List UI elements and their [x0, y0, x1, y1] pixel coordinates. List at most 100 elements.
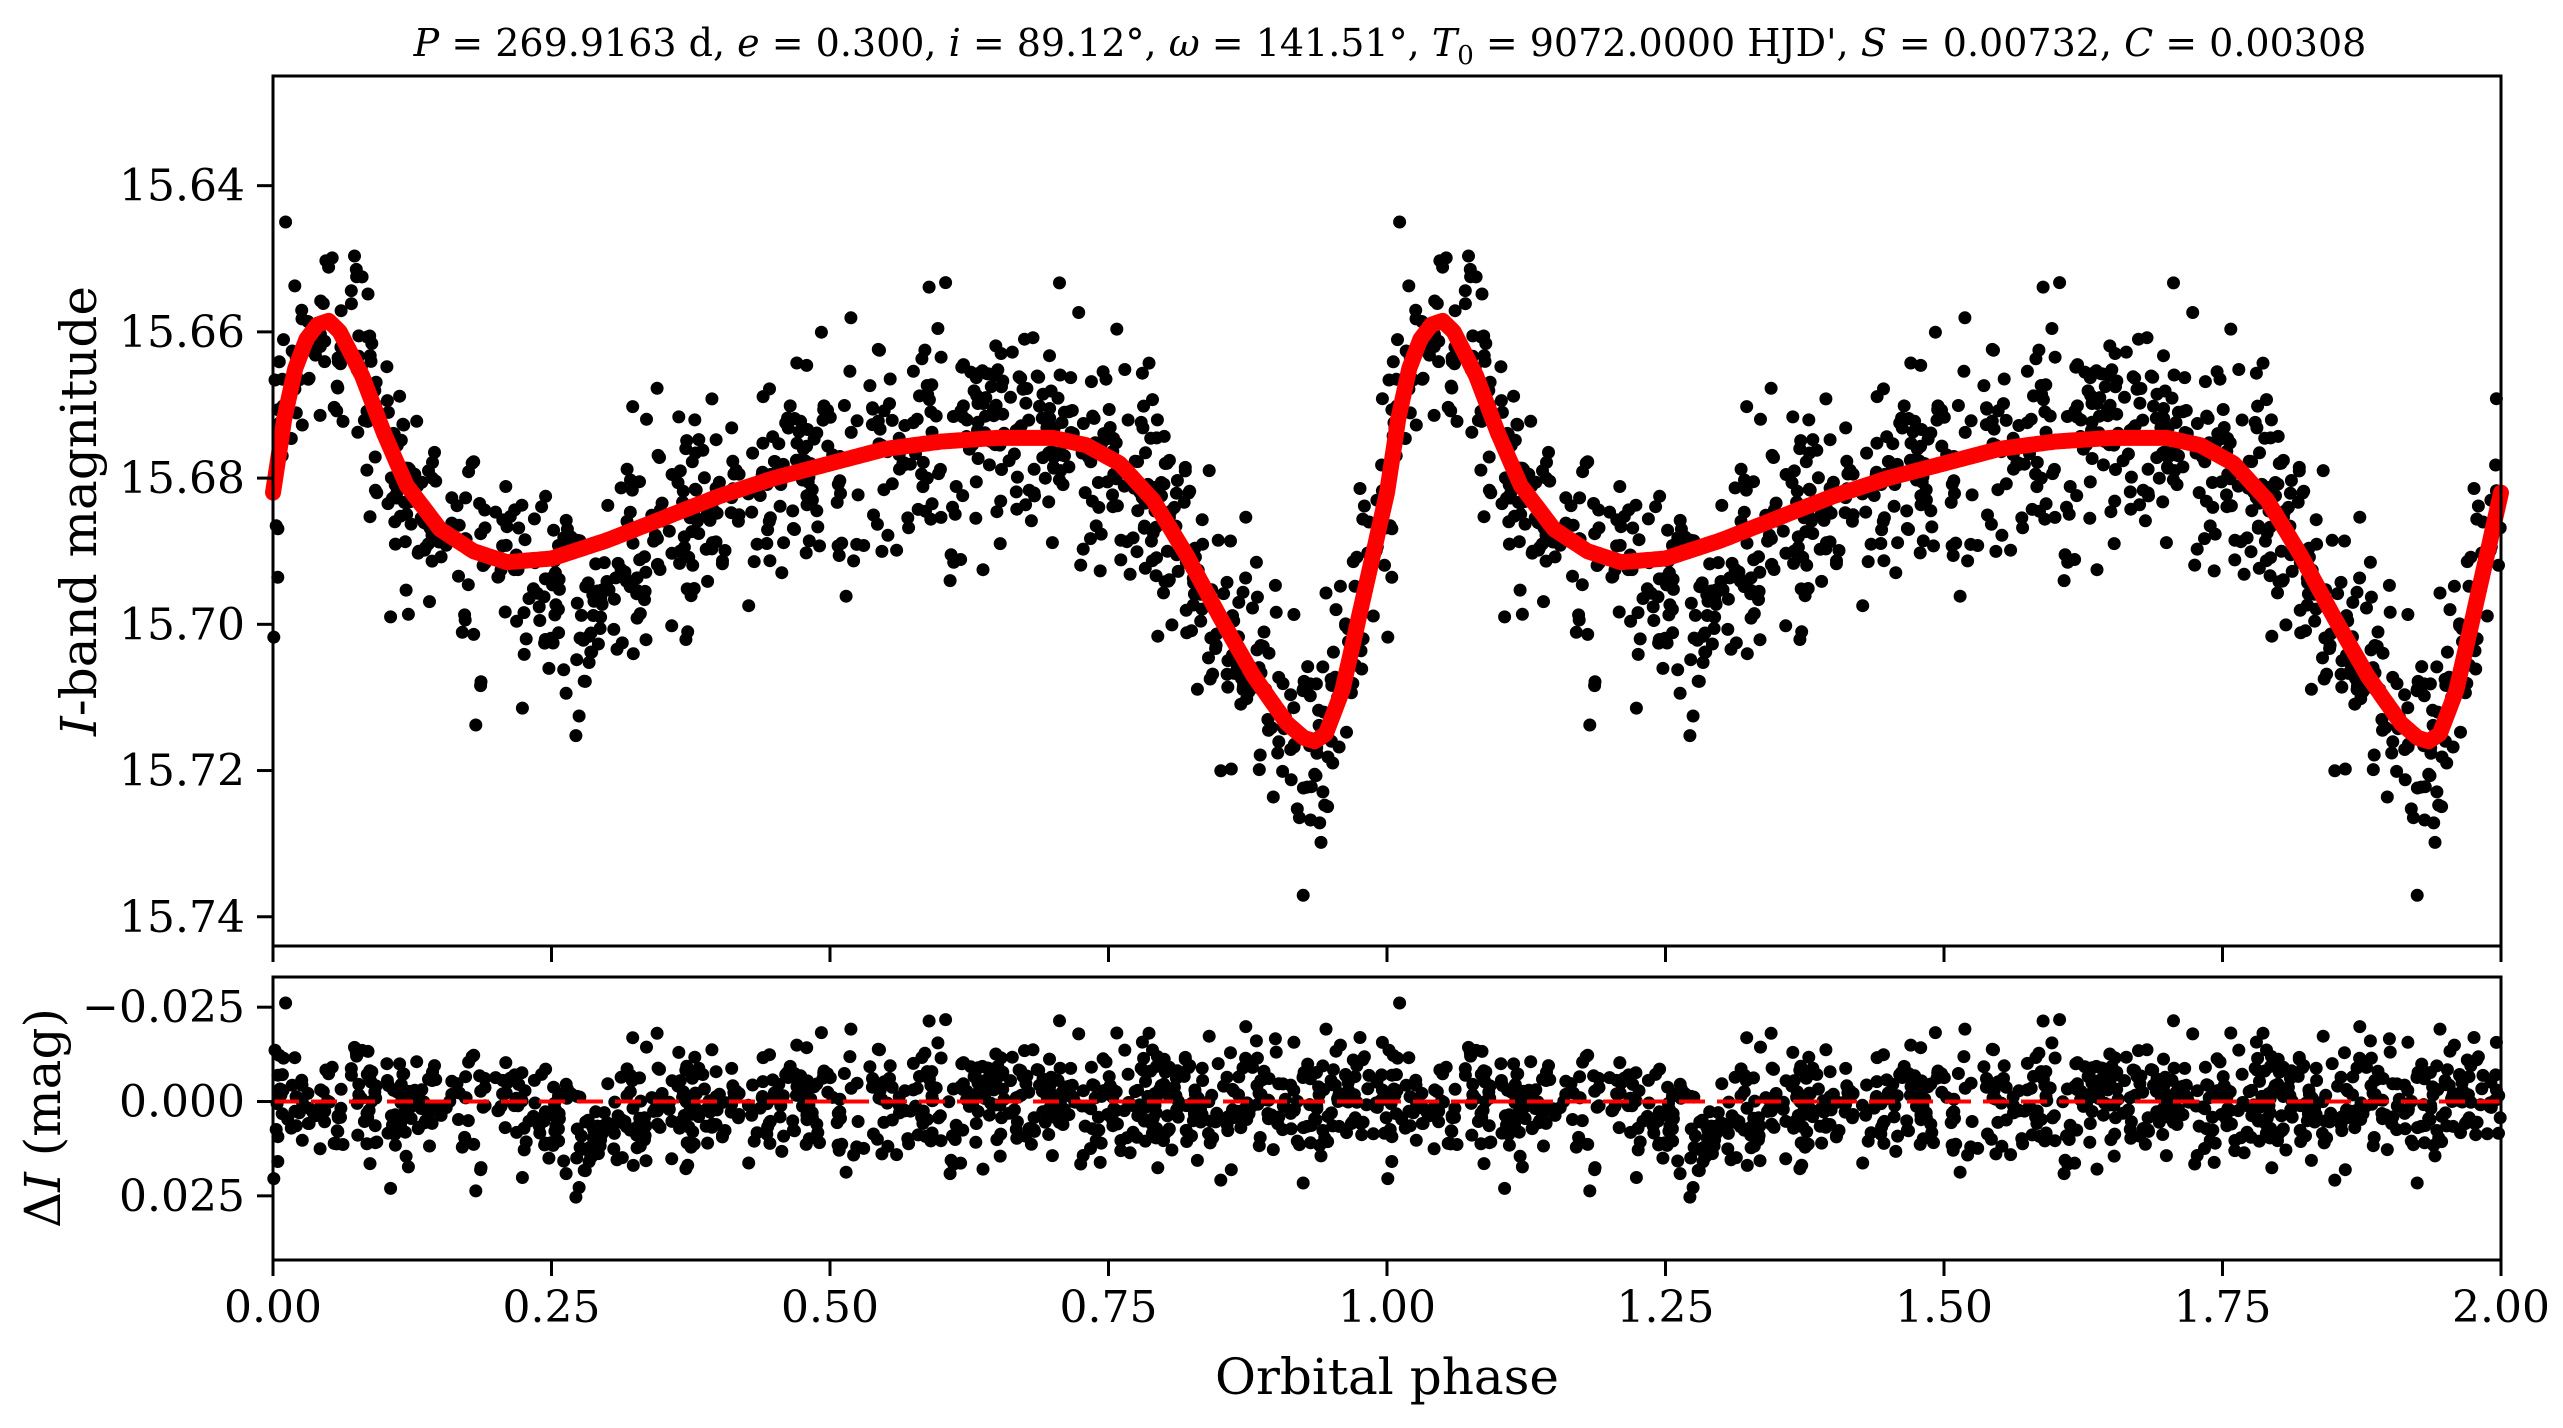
residual-point — [989, 1047, 1003, 1061]
light-curve-point — [401, 607, 415, 621]
light-curve-point — [1171, 564, 1185, 578]
residual-point — [2471, 1050, 2485, 1064]
light-curve-point — [1221, 654, 1235, 668]
residual-point — [1296, 1121, 1310, 1135]
light-curve-point — [626, 400, 640, 414]
model-curve-line — [265, 312, 2509, 750]
light-curve-point — [857, 539, 871, 552]
light-curve-point — [1151, 629, 1165, 643]
x-tick-label: 2.00 — [2452, 1282, 2550, 1333]
light-curve-point — [2283, 486, 2297, 500]
light-curve-point — [2186, 306, 2200, 319]
residual-point — [2245, 1083, 2259, 1097]
light-curve-point — [1256, 639, 1270, 653]
residual-point — [1139, 1074, 1152, 1088]
residual-point — [2203, 1133, 2217, 1147]
light-curve-point — [916, 480, 930, 494]
light-curve-point — [1316, 660, 1330, 674]
light-curve-point — [1925, 520, 1939, 534]
residual-point — [2083, 1117, 2097, 1130]
residual-point — [1502, 1138, 1516, 1152]
light-curve-point — [393, 389, 407, 403]
residual-point — [1980, 1072, 1994, 1086]
light-curve-point — [633, 553, 647, 567]
light-curve-point — [867, 508, 880, 522]
residual-point — [709, 1065, 723, 1079]
light-curve-point — [2108, 494, 2122, 508]
residual-point — [901, 1132, 915, 1146]
light-curve-point — [1698, 645, 1712, 659]
light-curve-point — [2284, 474, 2298, 487]
residual-point — [1856, 1156, 1870, 1170]
residual-point — [1204, 1114, 1218, 1128]
residual-point — [368, 1119, 382, 1133]
residual-point — [2353, 1020, 2367, 1034]
residual-point — [2235, 1067, 2249, 1081]
residual-point — [2232, 1043, 2246, 1057]
residual-point — [2433, 1022, 2447, 1036]
residual-point — [452, 1086, 466, 1100]
residual-point — [1205, 1088, 1219, 1102]
light-curve-point — [1690, 633, 1704, 647]
residual-point — [352, 1077, 366, 1091]
residual-point — [726, 1079, 740, 1093]
residual-point — [1146, 1043, 1159, 1057]
residual-point — [2146, 1063, 2160, 1077]
residual-point — [1362, 1068, 1376, 1082]
residual-point — [2328, 1173, 2342, 1187]
residual-point — [920, 1065, 934, 1079]
residual-point — [956, 1123, 970, 1137]
residual-point — [2060, 1129, 2073, 1143]
light-curve-point — [1131, 455, 1145, 469]
light-curve-point — [1662, 608, 1676, 622]
light-curve-point — [760, 537, 774, 550]
ylabel-delta-symbol: Δ — [14, 1192, 72, 1228]
light-curve-point — [1195, 513, 1209, 527]
light-curve-point — [1613, 538, 1627, 552]
residual-point — [994, 1127, 1008, 1141]
light-curve-point — [1864, 537, 1878, 551]
light-curve-point — [527, 512, 541, 526]
light-curve-point — [2334, 575, 2348, 589]
light-curve-point — [2430, 660, 2444, 674]
residual-point — [1860, 1078, 1874, 1092]
residual-point — [1977, 1060, 1991, 1074]
residuals-x-ticks: 0.00 0.25 0.50 0.75 1.00 1.25 1.50 1.75 2.00 — [224, 1260, 2550, 1333]
residual-point — [922, 1014, 936, 1028]
residual-point — [512, 1077, 526, 1091]
light-curve-point — [639, 565, 653, 579]
light-curve-point — [832, 549, 846, 562]
light-curve-point — [1961, 554, 1975, 568]
light-curve-point — [1110, 322, 1124, 336]
light-curve-point — [1303, 677, 1317, 691]
residual-point — [724, 1105, 738, 1119]
residual-point — [1224, 1046, 1237, 1060]
light-curve-point — [2118, 390, 2131, 404]
residuals-y-axis-label: ΔI (mag) — [14, 1008, 72, 1228]
residual-point — [866, 1072, 880, 1086]
light-curve-point — [1856, 599, 1870, 613]
light-curve-point — [572, 709, 586, 723]
light-curve-point — [2316, 464, 2330, 478]
light-curve-point — [1444, 379, 1458, 393]
light-curve-point — [1482, 450, 1496, 464]
light-curve-point — [2433, 586, 2447, 600]
residual-point — [1951, 1067, 1965, 1080]
light-curve-point — [1764, 532, 1778, 546]
light-curve-point — [1924, 504, 1938, 518]
x-tick-label: 0.50 — [781, 1282, 879, 1333]
residual-point — [843, 1050, 857, 1064]
residual-point — [1091, 1110, 1105, 1124]
light-curve-point — [1250, 590, 1264, 604]
residual-point — [344, 1062, 358, 1076]
light-curve-point — [1786, 410, 1800, 424]
light-curve-point — [773, 499, 787, 513]
residual-point — [2033, 1129, 2046, 1143]
light-curve-point — [1106, 500, 1120, 514]
light-curve-point — [1242, 685, 1256, 699]
light-curve-point — [1118, 363, 1132, 376]
light-curve-point — [1234, 697, 1248, 711]
light-curve-point — [2454, 725, 2467, 739]
light-curve-point — [701, 574, 715, 588]
light-curve-point — [1257, 625, 1271, 639]
